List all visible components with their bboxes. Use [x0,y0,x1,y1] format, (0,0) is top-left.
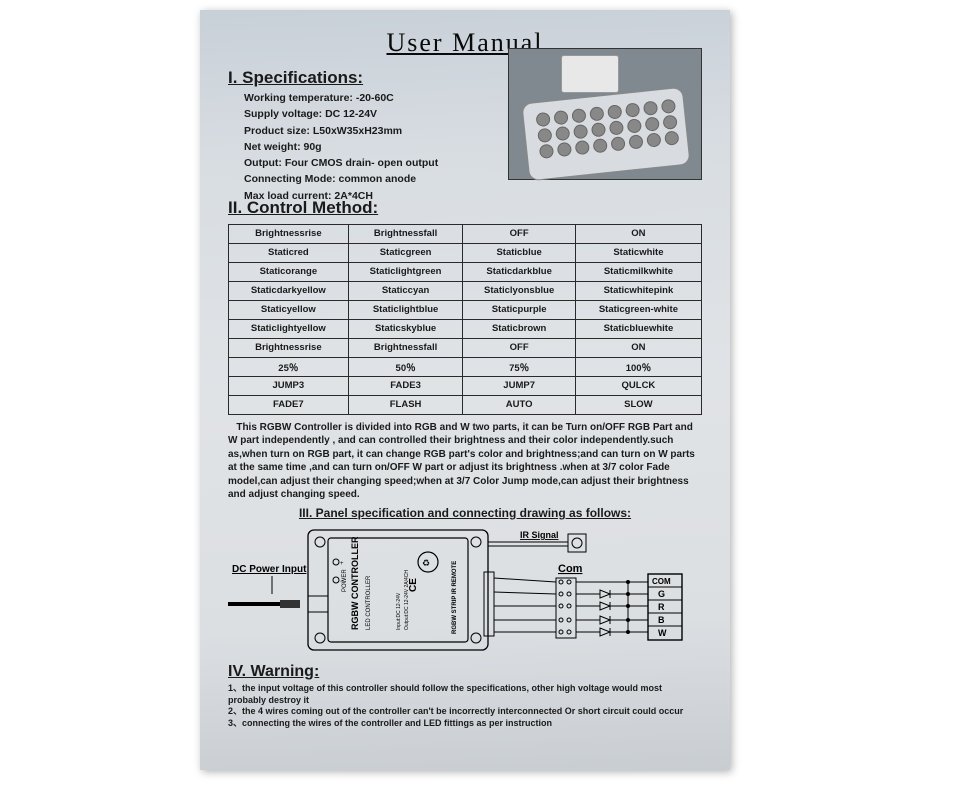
dc-input-label: DC Power Input [232,564,307,575]
table-cell: Staticlightgreen [348,262,463,281]
spec-line: Supply voltage: DC 12-24V [244,106,498,122]
ir-label: IR Signal [520,530,559,540]
table-row: StaticlightyellowStaticskyblueStaticbrow… [229,319,702,338]
control-table: BrightnessriseBrightnessfallOFFONStaticr… [228,224,702,415]
svg-text:B: B [658,615,665,625]
spec-line: Product size: L50xW35xH23mm [244,123,498,139]
controller-sub2: Input:DC 12-24V [396,592,402,630]
table-cell: FADE7 [229,395,349,414]
table-cell: 75％ [463,357,575,376]
table-cell: Brightnessrise [229,224,349,243]
table-row: StaticorangeStaticlightgreenStaticdarkbl… [229,262,702,281]
spec-line: Connecting Mode: common anode [244,171,498,187]
manual-page: User Manual I. Specifications: Working t… [200,10,730,770]
table-row: BrightnessriseBrightnessfallOFFON [229,224,702,243]
table-cell: Staticyellow [229,300,349,319]
table-cell: Staticlightyellow [229,319,349,338]
svg-text:G: G [658,589,665,599]
svg-text:W: W [658,628,667,638]
spec-block: I. Specifications: Working temperature: … [228,64,702,204]
panel-heading: III. Panel specification and connecting … [228,506,702,520]
table-cell: JUMP7 [463,376,575,395]
table-cell: FLASH [348,395,463,414]
controller-sub1: LED CONTROLLER [366,575,372,630]
table-cell: OFF [463,338,575,357]
spec-line: Working temperature: -20-60C [244,90,498,106]
table-cell: Staticorange [229,262,349,281]
table-row: StaticredStaticgreenStaticblueStaticwhit… [229,243,702,262]
svg-text:+: + [340,561,344,567]
controller-label: RGBW CONTROLLER [350,536,360,630]
output-pins: COM G R B W [576,574,682,640]
warning-list: 1、the input voltage of this controller s… [228,683,702,730]
product-photo [508,48,702,180]
table-row: 25％50％75％100％ [229,357,702,376]
description-paragraph: This RGBW Controller is divided into RGB… [228,421,702,502]
table-row: StaticyellowStaticlightblueStaticpurpleS… [229,300,702,319]
table-cell: FADE3 [348,376,463,395]
table-cell: Staticblue [463,243,575,262]
table-cell: Staticlyonsblue [463,281,575,300]
table-cell: OFF [463,224,575,243]
table-cell: 25％ [229,357,349,376]
table-row: BrightnessriseBrightnessfallOFFON [229,338,702,357]
table-cell: Staticgreen [348,243,463,262]
table-cell: Staticgreen-white [575,300,701,319]
table-row: FADE7FLASHAUTOSLOW [229,395,702,414]
table-cell: 50％ [348,357,463,376]
table-cell: Brightnessfall [348,338,463,357]
table-cell: SLOW [575,395,701,414]
table-cell: Brightnessfall [348,224,463,243]
table-cell: 100％ [575,357,701,376]
spec-heading: I. Specifications: [228,68,498,88]
controller-sub4: RGBW STRIP IR REMOTE [452,561,458,634]
svg-text:♻: ♻ [422,558,430,568]
spec-line: Output: Four CMOS drain- open output [244,155,498,171]
table-cell: ON [575,338,701,357]
warning-heading: IV. Warning: [228,663,702,681]
spec-line: Net weight: 90g [244,139,498,155]
com-label: Com [558,563,583,575]
description-text: This RGBW Controller is divided into RGB… [228,422,695,501]
remote-buttons [535,99,676,169]
table-cell: Staticmilkwhite [575,262,701,281]
svg-text:CE: CE [408,578,419,592]
table-cell: Staticpurple [463,300,575,319]
table-cell: Staticred [229,243,349,262]
table-cell: Staticdarkblue [463,262,575,281]
table-cell: Staticdarkyellow [229,281,349,300]
table-cell: Staticwhite [575,243,701,262]
table-cell: ON [575,224,701,243]
table-cell: Staticbluewhite [575,319,701,338]
svg-text:R: R [658,602,665,612]
table-cell: AUTO [463,395,575,414]
table-row: StaticdarkyellowStaticcyanStaticlyonsblu… [229,281,702,300]
svg-text:POWER: POWER [342,569,348,592]
table-cell: Staticbrown [463,319,575,338]
table-cell: JUMP3 [229,376,349,395]
svg-text:COM: COM [652,577,671,586]
warning-item: 1、the input voltage of this controller s… [228,683,702,706]
table-cell: QULCK [575,376,701,395]
controller-box-icon [561,55,619,93]
table-cell: Brightnessrise [229,338,349,357]
wires [494,578,571,634]
wiring-diagram: DC Power Input RGBW CONTROLLER LED CONTR… [228,522,702,658]
remote-icon [521,87,690,182]
table-cell: Staticwhitepink [575,281,701,300]
spec-lines: Working temperature: -20-60C Supply volt… [228,90,498,204]
table-cell: Staticskyblue [348,319,463,338]
warning-item: 3、connecting the wires of the controller… [228,718,702,730]
table-row: JUMP3FADE3JUMP7QULCK [229,376,702,395]
warning-item: 2、the 4 wires coming out of the controll… [228,706,702,718]
table-cell: Staticlightblue [348,300,463,319]
table-cell: Staticcyan [348,281,463,300]
